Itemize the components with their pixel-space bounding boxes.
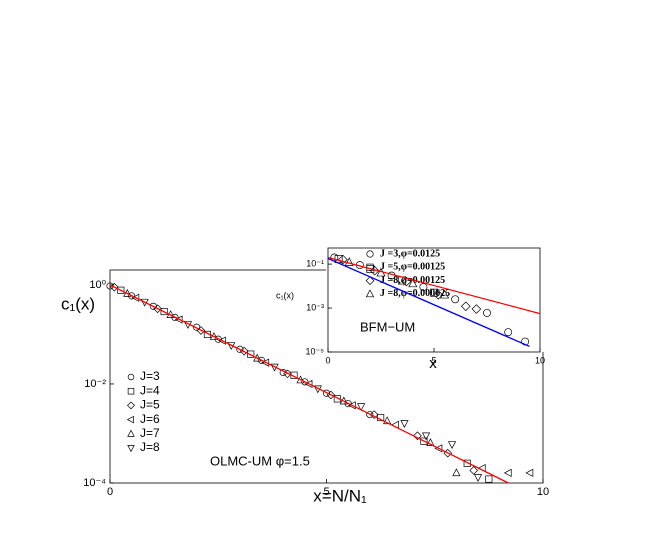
marker: [447, 441, 457, 450]
marker: [401, 276, 412, 287]
marker: [483, 308, 491, 317]
main-plot: 0 5 10 10⁰ 10⁻² 10⁻⁴ J=3J=4J=5J=6J=7J=8 x=N/N₁ c…: [61, 269, 549, 505]
marker: [160, 307, 168, 316]
y-tick-label: 10⁻¹: [306, 258, 324, 268]
marker: [296, 375, 305, 384]
legend-label: J =8,φ=0.000625: [380, 288, 450, 299]
legend-marker: [127, 373, 135, 381]
y-tick-label: 10⁻⁵: [306, 346, 325, 356]
legend-label: J =3,φ=0.0125: [380, 248, 440, 259]
marker: [344, 257, 354, 266]
annotation: BFM−UM: [360, 319, 415, 334]
marker: [426, 438, 435, 446]
x-axis-label: x: [429, 355, 437, 372]
legend-marker: [127, 429, 135, 437]
legend-label: J=5: [140, 398, 160, 412]
fit-line: [327, 256, 541, 315]
marker: [408, 278, 418, 288]
x-tick-label: 0: [107, 486, 113, 498]
y-tick-label: 10⁻⁴: [83, 477, 106, 489]
marker: [434, 444, 443, 453]
marker: [128, 292, 136, 300]
marker: [451, 295, 460, 304]
marker: [400, 420, 409, 428]
marker: [369, 410, 379, 419]
marker: [261, 358, 270, 367]
marker: [366, 411, 374, 419]
legend-label: J=6: [140, 412, 160, 426]
marker: [131, 293, 140, 302]
marker: [473, 474, 483, 482]
marker: [257, 356, 266, 364]
marker: [236, 345, 244, 353]
y-tick-label: 10⁻²: [84, 378, 106, 390]
y-axis-label: c₁(x): [276, 290, 294, 300]
x-tick-label: 0: [325, 355, 330, 365]
marker: [413, 431, 422, 441]
x-tick-label: 5: [323, 486, 329, 498]
marker: [357, 403, 366, 412]
legend-label: J=8: [140, 440, 160, 454]
marker: [247, 350, 255, 358]
legend-label: J=3: [140, 369, 160, 383]
marker: [469, 466, 479, 475]
marker: [174, 315, 183, 324]
marker: [525, 468, 534, 477]
x-tick-label: 5: [431, 355, 436, 365]
legend-label: J=4: [140, 383, 160, 397]
marker: [460, 301, 471, 312]
marker: [485, 475, 493, 483]
legend-marker: [127, 445, 135, 453]
marker: [420, 437, 428, 445]
legend-marker: [366, 250, 374, 258]
marker: [347, 401, 356, 410]
marker: [304, 379, 313, 389]
fit-line: [109, 284, 509, 484]
marker: [383, 416, 392, 425]
y-axis-label: c₁(x): [61, 294, 95, 313]
y-tick-label: 10⁰: [89, 279, 106, 291]
legend-label: J=7: [140, 426, 160, 440]
marker: [463, 459, 471, 467]
marker: [503, 468, 512, 477]
fit-line: [327, 257, 530, 347]
y-tick-label: 10⁻³: [306, 302, 324, 312]
marker: [504, 328, 513, 337]
marker: [421, 432, 431, 441]
marker: [193, 323, 201, 331]
marker: [471, 304, 482, 314]
x-axis-label: x=N/N₁: [313, 486, 367, 505]
legend-marker: [365, 276, 375, 285]
marker: [430, 288, 438, 297]
marker: [117, 286, 125, 294]
marker: [433, 290, 444, 300]
legend-marker: [365, 289, 375, 298]
marker: [338, 254, 348, 265]
annotation: OLMC-UM φ=1.5: [210, 453, 310, 468]
legend-marker: [127, 387, 135, 395]
legend-marker: [127, 401, 135, 410]
marker: [419, 283, 428, 292]
x-tick-label: 10: [535, 355, 545, 365]
marker: [301, 378, 309, 386]
legend-marker: [126, 415, 134, 424]
inset-background: [326, 248, 545, 352]
x-tick-label: 10: [537, 486, 549, 498]
marker: [217, 336, 226, 345]
inset-plot: 0 5 10 10⁻¹ 10⁻³ 10⁻⁵ J =3,φ=0.0125 J =5,φ=0.00…: [276, 247, 545, 372]
marker: [440, 289, 450, 299]
marker: [452, 468, 461, 477]
marker: [322, 389, 331, 397]
legend-label: J =5,φ=0.00125: [380, 262, 445, 273]
